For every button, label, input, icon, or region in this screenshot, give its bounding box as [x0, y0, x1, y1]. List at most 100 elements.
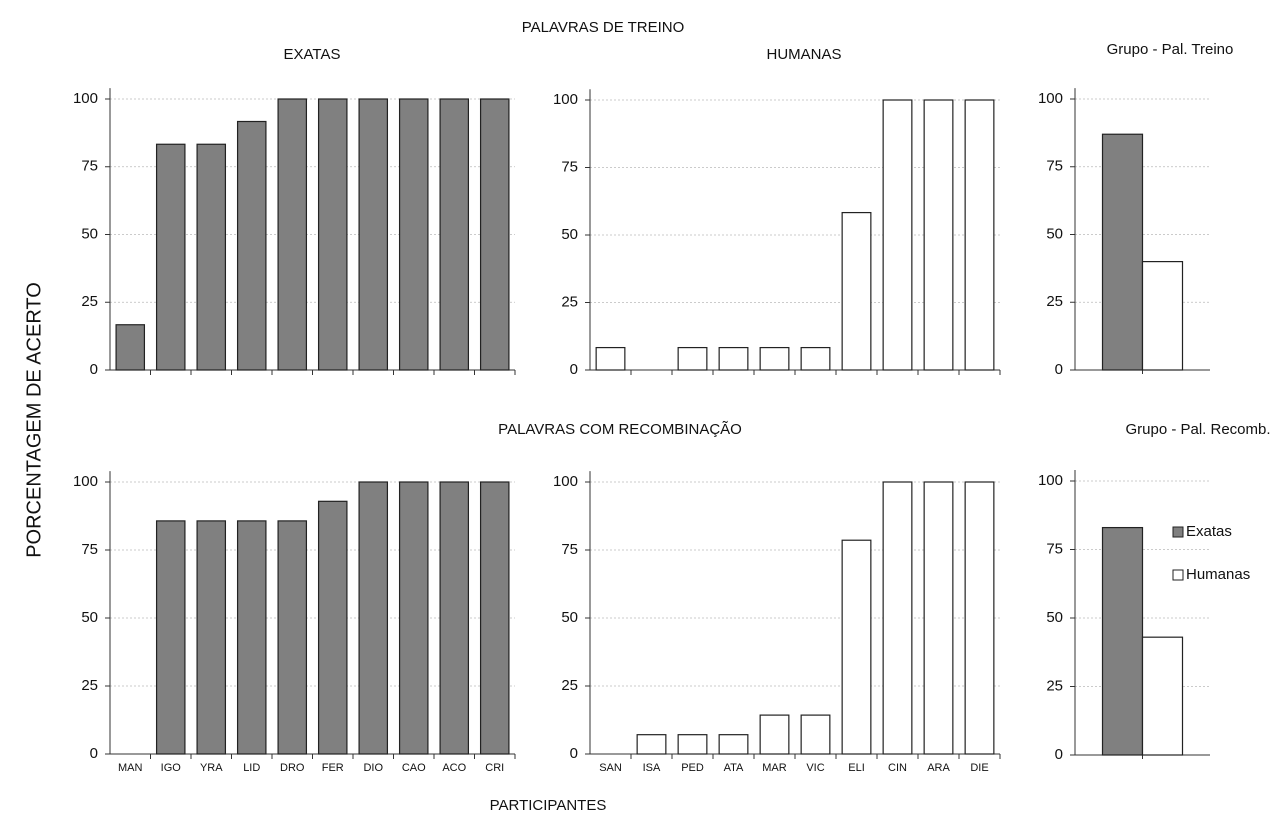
chart-title: Grupo - Pal. Recomb.: [1125, 421, 1270, 438]
y-tick-label: 0: [90, 361, 98, 378]
bar: [1141, 261, 1184, 371]
y-tick-label: 50: [1046, 225, 1063, 242]
bar: [595, 346, 626, 371]
bar: [155, 143, 186, 371]
x-tick-label: CRI: [485, 762, 504, 774]
x-tick-label: DIO: [363, 762, 383, 774]
bar: [677, 346, 708, 371]
bar: [800, 714, 831, 755]
y-tick-label: 75: [561, 541, 578, 558]
y-tick-label: 100: [1038, 90, 1063, 107]
x-tick-label: SAN: [599, 762, 622, 774]
chart-title: Grupo - Pal. Treino: [1107, 41, 1234, 58]
y-tick-label: 100: [1038, 472, 1063, 489]
bar: [1141, 636, 1184, 756]
x-tick-label: CIN: [888, 762, 907, 774]
bar: [236, 520, 267, 755]
bar: [236, 120, 267, 371]
bar: [718, 734, 749, 755]
y-tick-label: 50: [1046, 609, 1063, 626]
bar: [277, 98, 308, 371]
x-tick-label: VIC: [806, 762, 824, 774]
y-tick-label: 0: [1055, 746, 1063, 763]
bar: [398, 98, 429, 371]
legend-label: Humanas: [1186, 566, 1250, 583]
bar: [196, 520, 227, 755]
x-tick-label: DIE: [970, 762, 988, 774]
bar: [358, 98, 389, 371]
bar: [277, 520, 308, 755]
bar: [964, 99, 995, 371]
bar: [398, 481, 429, 755]
bar: [923, 481, 954, 755]
y-tick-label: 75: [1046, 540, 1063, 557]
bar: [677, 734, 708, 755]
bar: [479, 98, 510, 371]
y-tick-label: 100: [553, 473, 578, 490]
y-axis-label: PORCENTAGEM DE ACERTO: [23, 282, 45, 558]
bar: [718, 346, 749, 371]
x-tick-label: ELI: [848, 762, 865, 774]
y-tick-label: 25: [81, 677, 98, 694]
legend-label: Exatas: [1186, 523, 1232, 540]
bar: [439, 481, 470, 755]
x-axis-label: PARTICIPANTES: [490, 797, 607, 814]
y-tick-label: 75: [1046, 158, 1063, 175]
y-tick-label: 100: [553, 91, 578, 108]
bar: [636, 734, 667, 755]
bar: [800, 346, 831, 371]
x-tick-label: ARA: [927, 762, 950, 774]
y-tick-label: 0: [570, 361, 578, 378]
section-title: PALAVRAS COM RECOMBINAÇÃO: [498, 421, 742, 438]
x-tick-label: FER: [322, 762, 344, 774]
bar: [358, 481, 389, 755]
x-tick-label: YRA: [200, 762, 223, 774]
bar: [1101, 133, 1144, 371]
chart-title: HUMANAS: [766, 46, 841, 63]
y-tick-label: 50: [561, 226, 578, 243]
bar: [317, 98, 348, 371]
y-tick-label: 75: [81, 541, 98, 558]
bar: [1101, 526, 1144, 756]
bar: [479, 481, 510, 755]
y-tick-label: 25: [81, 293, 98, 310]
x-tick-label: MAR: [762, 762, 787, 774]
y-tick-label: 0: [90, 745, 98, 762]
y-tick-label: 0: [570, 745, 578, 762]
bar: [317, 500, 348, 755]
bar: [115, 324, 146, 371]
legend-swatch: [1172, 569, 1184, 581]
y-tick-label: 25: [561, 677, 578, 694]
bar: [439, 98, 470, 371]
bar: [841, 539, 872, 755]
y-tick-label: 25: [1046, 677, 1063, 694]
x-tick-label: DRO: [280, 762, 305, 774]
x-tick-label: ACO: [442, 762, 466, 774]
section-title: PALAVRAS DE TREINO: [522, 19, 685, 36]
bar: [759, 346, 790, 371]
y-tick-label: 50: [561, 609, 578, 626]
x-tick-label: CAO: [402, 762, 426, 774]
x-tick-label: PED: [681, 762, 704, 774]
bar: [882, 481, 913, 755]
bar: [196, 143, 227, 371]
x-tick-label: IGO: [161, 762, 182, 774]
y-tick-label: 75: [81, 158, 98, 175]
y-tick-label: 25: [1046, 293, 1063, 310]
bar: [155, 520, 186, 755]
y-tick-label: 0: [1055, 361, 1063, 378]
x-tick-label: MAN: [118, 762, 143, 774]
bar: [841, 211, 872, 371]
x-tick-label: LID: [243, 762, 260, 774]
bar: [964, 481, 995, 755]
bar: [923, 99, 954, 371]
bar: [882, 99, 913, 371]
chart-title: EXATAS: [284, 46, 341, 63]
y-tick-label: 50: [81, 225, 98, 242]
x-tick-label: ATA: [724, 762, 744, 774]
y-tick-label: 100: [73, 473, 98, 490]
x-tick-label: ISA: [643, 762, 661, 774]
y-tick-label: 75: [561, 158, 578, 175]
bar: [759, 714, 790, 755]
